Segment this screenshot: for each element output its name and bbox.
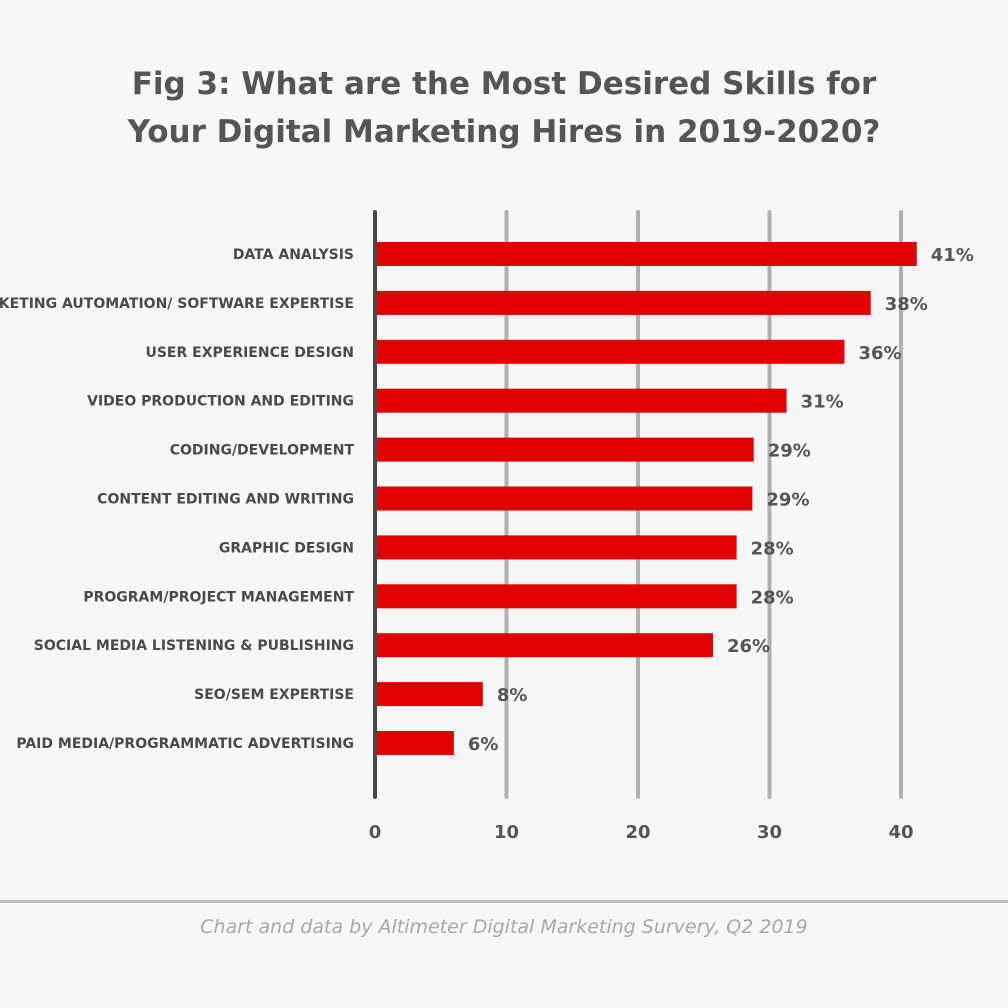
- category-label: VIDEO PRODUCTION AND EDITING: [87, 394, 354, 410]
- category-label: GRAPHIC DESIGN: [219, 540, 354, 556]
- bar: [375, 339, 845, 364]
- category-label: CODING/DEVELOPMENT: [170, 443, 355, 459]
- value-label: 29%: [766, 490, 809, 511]
- chart-title-line-2: Your Digital Marketing Hires in 2019-202…: [127, 114, 881, 150]
- bar: [375, 584, 737, 609]
- value-label: 29%: [768, 441, 811, 462]
- category-label: PROGRAM/PROJECT MANAGEMENT: [83, 589, 354, 605]
- bar: [375, 486, 753, 511]
- category-label: PAID MEDIA/PROGRAMMATIC ADVERTISING: [16, 736, 354, 752]
- chart-title-line-1: Fig 3: What are the Most Desired Skills …: [131, 66, 877, 102]
- chart-title: Fig 3: What are the Most Desired Skills …: [0, 60, 1008, 156]
- x-tick-label: 10: [494, 822, 519, 843]
- value-label: 26%: [727, 636, 770, 657]
- bar: [375, 242, 917, 266]
- bar: [375, 388, 787, 413]
- x-tick-label: 30: [757, 822, 782, 843]
- x-tick-label: 20: [625, 822, 650, 843]
- value-label: 36%: [858, 343, 901, 364]
- x-tick-label: 0: [369, 822, 382, 843]
- x-tick-label: 40: [888, 822, 913, 843]
- value-label: 38%: [885, 294, 928, 315]
- value-label: 28%: [751, 587, 794, 608]
- value-label: 31%: [801, 392, 844, 413]
- category-label: MARKETING AUTOMATION/ SOFTWARE EXPERTISE: [0, 296, 354, 312]
- value-label: 6%: [468, 734, 499, 755]
- category-label: USER EXPERIENCE DESIGN: [145, 345, 354, 361]
- category-label: SOCIAL MEDIA LISTENING & PUBLISHING: [34, 638, 354, 654]
- bar: [375, 437, 754, 462]
- bar: [375, 682, 483, 707]
- value-label: 28%: [751, 538, 794, 559]
- footer-divider: [0, 900, 1008, 903]
- value-label: 41%: [931, 245, 974, 266]
- category-label: SEO/SEM EXPERTISE: [194, 687, 354, 703]
- bar-chart: DATA ANALYSIS 41% MARKETING AUTOMATION/ SO…: [0, 210, 974, 843]
- bar: [375, 633, 713, 658]
- category-label: DATA ANALYSIS: [233, 247, 354, 263]
- bar: [375, 290, 871, 315]
- bar: [375, 535, 737, 560]
- bar: [375, 731, 454, 755]
- value-label: 8%: [497, 685, 528, 706]
- source-note: Chart and data by Altimeter Digital Mark…: [200, 916, 808, 938]
- category-label: CONTENT EDITING AND WRITING: [97, 492, 354, 508]
